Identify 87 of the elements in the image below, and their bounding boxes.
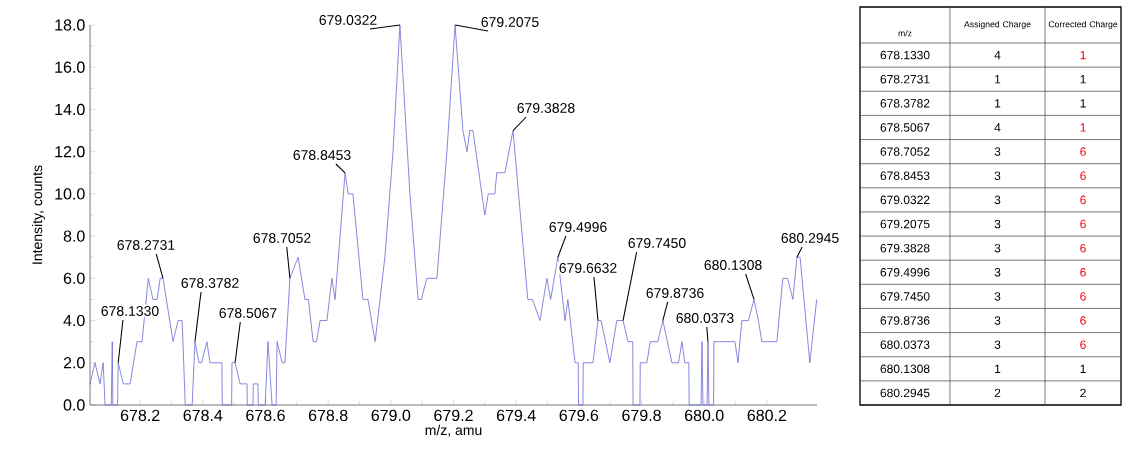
annotation: 678.7052 (253, 233, 311, 243)
data-label: 1 (1080, 123, 1086, 132)
annotation: 678.5067 (219, 308, 277, 318)
data-label: 1 (1080, 75, 1086, 84)
y-tick-label: 680.1308 (880, 364, 930, 374)
data-label: 1 (995, 75, 1001, 84)
x-tick-label: 679.6 (559, 409, 599, 422)
data-label: 6 (1080, 292, 1086, 301)
y-tick-label: 679.2075 (880, 219, 930, 229)
annotation: 679.8736 (646, 288, 704, 298)
data-label: 2 (994, 388, 1001, 398)
y-tick-label: 10.0 (55, 188, 85, 200)
data-label: 1 (1080, 99, 1086, 108)
y-tick-label: 6.0 (63, 272, 85, 284)
y-tick-label: 679.8736 (880, 316, 930, 325)
data-label: 3 (994, 268, 1001, 277)
annotation: 679.0322 (319, 15, 377, 25)
y-tick-label: 678.2731 (880, 74, 930, 84)
x-tick-label: 680.2 (747, 409, 787, 422)
y-tick-label: 678.7052 (880, 147, 930, 156)
data-label: 3 (994, 171, 1001, 180)
data-label: 3 (994, 316, 1001, 325)
x-tick-label: 679.0 (371, 409, 411, 422)
data-label: 3 (994, 195, 1001, 205)
y-tick-label: 678.8453 (880, 171, 930, 180)
data-label: 1 (995, 364, 1001, 373)
data-label: 6 (1080, 243, 1086, 253)
data-label: 1 (1080, 364, 1086, 373)
annotation: 680.2945 (781, 233, 839, 243)
x-tick-label: 679.4 (496, 409, 536, 422)
annotation: 679.4996 (549, 222, 607, 232)
data-label: 6 (1080, 316, 1086, 325)
y-tick-label: 14.0 (55, 103, 85, 116)
annotation: 678.8453 (293, 150, 351, 160)
y-tick-label: 4.0 (63, 314, 85, 327)
data-label: 6 (1080, 171, 1086, 180)
y-tick-label: 678.1330 (880, 50, 930, 60)
data-label: 3 (994, 243, 1001, 253)
data-label: 3 (994, 292, 1001, 301)
data-label: 6 (1080, 219, 1086, 229)
x-tick-label: 678.4 (183, 409, 223, 422)
y-tick-label: 16.0 (55, 61, 85, 73)
x-tick-label: 679.8 (622, 409, 661, 422)
y-tick-label: 678.5067 (880, 123, 930, 132)
y-tick-label: 679.7450 (880, 292, 930, 301)
data-label: 1 (995, 99, 1001, 108)
x-tick-label: Corrected Charge (1048, 20, 1118, 30)
x-axis-title: m/z, amu (425, 424, 482, 437)
annotation: 679.3828 (517, 103, 575, 113)
annotation: 679.6632 (559, 263, 617, 273)
y-tick-label: 8.0 (63, 230, 85, 242)
data-label: 4 (994, 50, 1001, 60)
x-tick-label: 680.0 (684, 409, 724, 422)
x-tick-label: 679.2 (434, 409, 473, 422)
data-label: 6 (1080, 147, 1086, 156)
y-tick-label: 12.0 (55, 146, 85, 158)
data-label: 3 (994, 219, 1001, 229)
annotation: 680.1308 (704, 260, 762, 270)
data-label: 6 (1080, 268, 1086, 277)
y-tick-label: 678.3782 (880, 99, 930, 108)
y-axis-title: Intensity, counts (31, 165, 45, 264)
data-label: 4 (994, 123, 1001, 132)
x-tick-label: 678.8 (308, 409, 348, 422)
y-tick-label: 679.3828 (880, 243, 930, 253)
data-label: 2 (1080, 388, 1086, 398)
y-axis-title: m/z (898, 29, 912, 37)
annotation: 678.1330 (101, 306, 159, 316)
data-label: 3 (994, 340, 1001, 349)
y-tick-label: 680.2945 (880, 388, 930, 398)
annotation: 679.2075 (481, 17, 539, 27)
y-tick-label: 0.0 (63, 399, 85, 411)
annotation: 678.2731 (117, 240, 175, 250)
y-tick-label: 679.0322 (880, 195, 930, 205)
annotation: 678.3782 (181, 278, 239, 288)
x-tick-label: Assigned Charge (964, 20, 1031, 30)
data-label: 3 (994, 147, 1001, 156)
y-tick-label: 679.4996 (880, 268, 930, 277)
x-tick-label: 678.6 (246, 409, 285, 422)
data-label: 6 (1080, 195, 1086, 205)
y-tick-label: 680.0373 (880, 340, 930, 349)
y-tick-label: 18.0 (55, 19, 85, 31)
y-tick-label: 2.0 (63, 357, 85, 369)
data-label: 1 (1080, 50, 1086, 60)
annotation: 679.7450 (628, 238, 686, 248)
annotation: 680.0373 (676, 313, 734, 323)
data-label: 6 (1080, 340, 1086, 349)
x-tick-label: 678.2 (120, 409, 160, 422)
